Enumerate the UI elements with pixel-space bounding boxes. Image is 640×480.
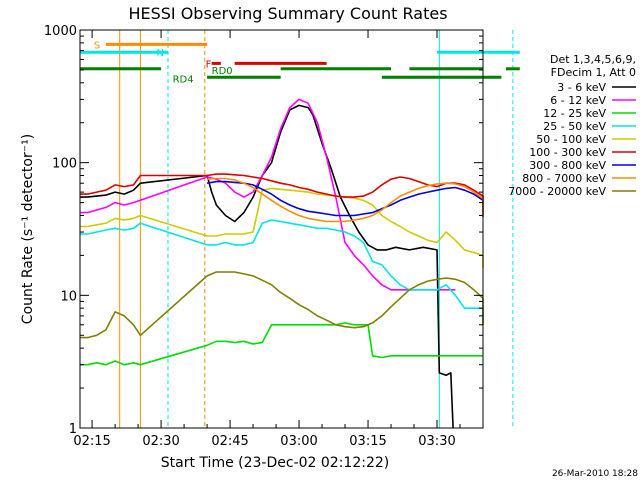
series-line-7 [207,177,484,223]
legend-label-1: 6 - 12 keV [550,94,606,107]
series-lines [80,98,484,429]
x-tick-label-3: 03:00 [280,434,317,449]
y-tick-label-2: 100 [52,157,77,172]
y-axis-label: Count Rate (s⁻¹ detector⁻¹) [20,134,36,324]
y-tick-label-1: 10 [60,289,77,304]
legend-label-8: 7000 - 20000 keV [508,185,606,198]
series-line-2 [80,322,483,366]
state-bar-label-2: F [206,59,212,70]
series-line-1 [80,98,456,291]
legend-label-4: 50 - 100 keV [536,133,606,146]
legend-label-0: 3 - 6 keV [557,81,606,94]
chart-title: HESSI Observing Summary Count Rates [128,4,447,23]
legend-header-1: FDecim 1, Att 0 [551,66,636,79]
y-tick-label-3: 1000 [44,24,77,39]
legend-header-0: Det 1,3,4,5,6,9, [550,53,636,66]
footer-timestamp: 26-Mar-2010 18:28 [552,469,638,479]
legend-label-6: 300 - 800 keV [529,159,606,172]
state-bar-label-3: RD0 [212,66,233,77]
series-line-0 [80,104,454,429]
series-line-3 [80,219,484,325]
legend: Det 1,3,4,5,6,9,FDecim 1, Att 0 3 - 6 keV… [508,53,636,198]
legend-label-7: 800 - 7000 keV [522,172,606,185]
x-tick-label-0: 02:15 [73,434,110,449]
series-line-6 [206,180,484,217]
legend-label-2: 12 - 25 keV [543,107,606,120]
plot-frame [79,29,484,429]
series-line-8 [80,271,484,339]
series-line-4 [80,187,484,269]
legend-label-3: 25 - 50 keV [543,120,606,133]
axes: 02:15 02:30 02:45 03:00 03:15 03:30 1 10 100 1000 [44,24,484,449]
y-tick-label-0: 1 [69,422,77,437]
legend-label-5: 100 - 300 keV [529,146,606,159]
state-bar-label-1: N [156,48,163,59]
x-tick-label-1: 02:30 [142,434,179,449]
x-tick-label-4: 03:15 [349,434,386,449]
x-tick-label-2: 02:45 [211,434,248,449]
state-bar-label-4: RD4 [173,74,194,85]
x-axis-label: Start Time (23-Dec-02 02:12:22) [161,455,389,471]
vertical-markers [119,30,514,428]
x-tick-label-5: 03:30 [418,434,455,449]
state-bar-label-0: S [94,40,100,51]
